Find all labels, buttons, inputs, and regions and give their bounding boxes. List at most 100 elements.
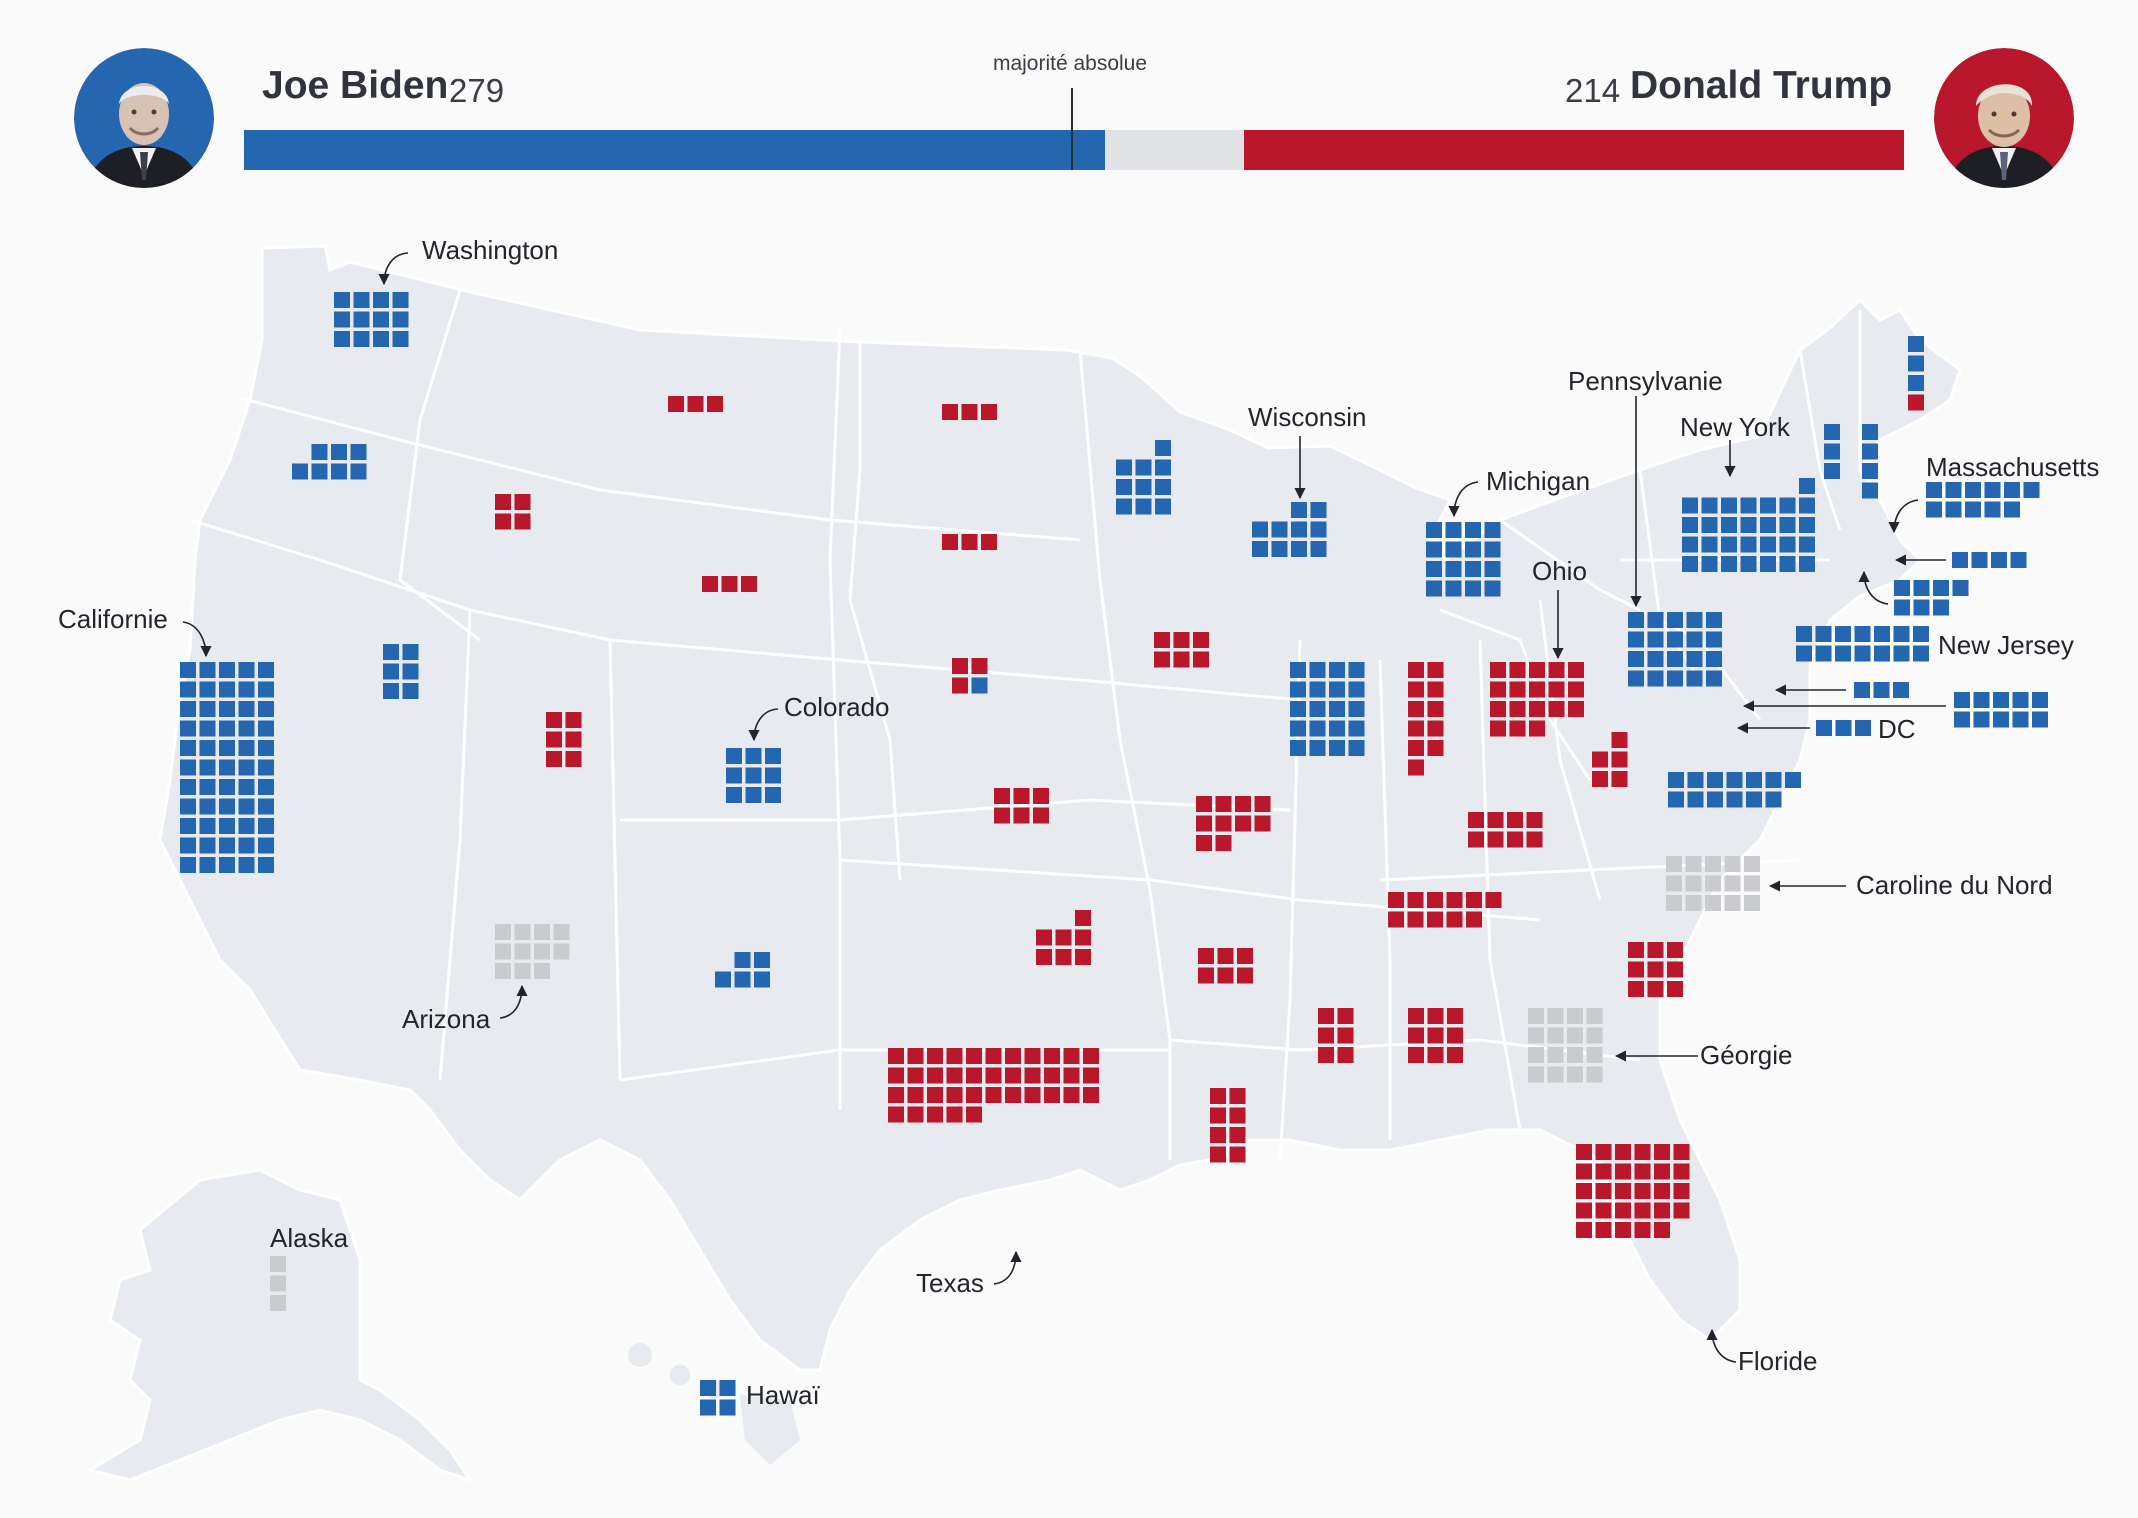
vote-square — [1654, 1202, 1670, 1219]
vote-square — [1485, 892, 1502, 908]
vote-square — [754, 952, 770, 968]
vote-square — [946, 1048, 963, 1064]
vote-square — [1673, 1183, 1690, 1199]
vote-square — [495, 924, 511, 940]
vote-square — [1075, 929, 1091, 946]
vote-square — [353, 311, 370, 328]
vote-squares-wa — [334, 292, 409, 347]
vote-square — [1913, 645, 1929, 662]
vote-squares-ar — [1198, 948, 1253, 984]
vote-square — [1229, 1088, 1246, 1104]
vote-square — [1568, 701, 1584, 717]
vote-square — [219, 837, 235, 854]
vote-square — [1408, 1027, 1424, 1044]
vote-square — [1908, 355, 1924, 372]
vote-square — [270, 1256, 286, 1272]
vote-square — [1634, 1183, 1651, 1199]
vote-square — [1427, 1047, 1444, 1063]
vote-square — [1487, 812, 1504, 828]
vote-square — [258, 662, 274, 678]
vote-square — [1466, 892, 1482, 908]
vote-square — [1576, 1183, 1592, 1199]
vote-square — [514, 943, 531, 960]
vote-square — [1765, 791, 1782, 808]
vote-square — [1445, 561, 1462, 577]
vote-square — [1446, 892, 1463, 908]
label-ohio: Ohio — [1532, 556, 1587, 586]
vote-square — [1816, 720, 1832, 736]
vote-square — [1526, 812, 1543, 828]
vote-squares-vt — [1824, 424, 1840, 479]
vote-square — [1682, 517, 1698, 533]
label-dc: DC — [1878, 714, 1916, 744]
vote-square — [1426, 541, 1442, 558]
vote-square — [199, 857, 216, 873]
vote-square — [1427, 1008, 1444, 1024]
vote-square — [1116, 459, 1132, 476]
vote-square — [238, 701, 255, 717]
vote-square — [1135, 459, 1152, 476]
vote-square — [952, 658, 968, 674]
vote-square — [1426, 561, 1442, 577]
vote-square — [1309, 701, 1326, 717]
hawaii-islands — [628, 1343, 800, 1465]
vote-square — [1337, 1008, 1354, 1024]
vote-square — [1348, 701, 1365, 717]
vote-square — [1408, 662, 1424, 678]
vote-square — [1576, 1202, 1592, 1219]
vote-square — [942, 404, 958, 420]
vote-squares-nc — [1666, 856, 1760, 911]
vote-square — [1044, 1048, 1060, 1064]
vote-square — [966, 1067, 982, 1084]
vote-square — [238, 759, 255, 776]
vote-square — [1427, 662, 1444, 678]
vote-square — [1954, 692, 1970, 708]
vote-square — [1427, 740, 1444, 756]
vote-square — [1408, 720, 1424, 737]
vote-square — [907, 1106, 924, 1123]
vote-square — [1647, 670, 1664, 687]
vote-square — [1547, 1066, 1564, 1083]
trump-name: Donald Trump — [1630, 64, 1893, 107]
vote-square — [971, 677, 988, 694]
vote-square — [546, 731, 562, 748]
vote-square — [1913, 626, 1929, 642]
vote-square — [1229, 1107, 1246, 1124]
vote-square — [1796, 626, 1812, 642]
vote-square — [1310, 502, 1327, 518]
vote-square — [1592, 771, 1608, 787]
vote-square — [180, 857, 196, 873]
vote-squares-mo — [1196, 796, 1271, 851]
vote-square — [1668, 791, 1684, 808]
vote-square — [1198, 967, 1214, 984]
vote-square — [1971, 552, 1988, 568]
vote-square — [1993, 692, 2009, 708]
vote-square — [238, 798, 255, 815]
vote-square — [1706, 651, 1722, 667]
vote-square — [1348, 720, 1365, 737]
vote-square — [966, 1087, 982, 1103]
vote-squares-me — [1908, 336, 1924, 411]
vote-square — [1576, 1222, 1592, 1238]
vote-square — [1952, 552, 1968, 568]
vote-square — [1290, 681, 1306, 698]
vote-square — [726, 787, 742, 803]
vote-square — [966, 1048, 982, 1064]
vote-square — [1673, 1144, 1690, 1160]
vote-squares-or — [292, 444, 367, 480]
vote-square — [1586, 1027, 1603, 1044]
vote-square — [1815, 626, 1832, 642]
vote-square — [1013, 807, 1030, 824]
vote-square — [1862, 463, 1878, 479]
label-wisconsin: Wisconsin — [1248, 402, 1366, 432]
vote-squares-layer — [180, 292, 2048, 1416]
vote-square — [402, 663, 419, 680]
vote-square — [270, 1275, 286, 1292]
vote-square — [1484, 541, 1501, 558]
vote-square — [1908, 336, 1924, 352]
vote-square — [1835, 626, 1851, 642]
vote-square — [1024, 1048, 1041, 1064]
vote-square — [1796, 645, 1812, 662]
vote-square — [1196, 796, 1212, 812]
vote-square — [1465, 561, 1481, 577]
